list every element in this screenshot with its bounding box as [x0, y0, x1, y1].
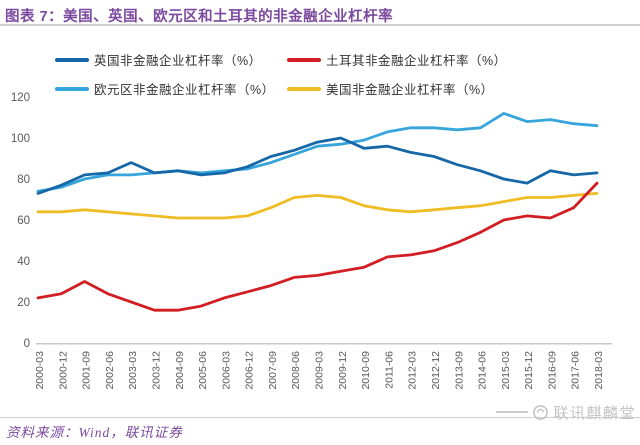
svg-text:2017-06: 2017-06: [570, 351, 582, 390]
svg-text:2013-09: 2013-09: [453, 351, 465, 390]
svg-text:2008-06: 2008-06: [290, 351, 302, 390]
figure-title: 图表 7：美国、英国、欧元区和土耳其的非金融企业杠杆率: [5, 9, 394, 25]
svg-text:2012-03: 2012-03: [407, 351, 419, 390]
legend-label-turkey: 土耳其非金融企业杠杆率（%）: [326, 54, 507, 68]
svg-text:2018-03: 2018-03: [593, 351, 605, 390]
uk-line-swatch: [55, 57, 89, 62]
svg-text:100: 100: [11, 133, 30, 145]
svg-text:2003-03: 2003-03: [127, 351, 139, 390]
svg-text:60: 60: [17, 215, 30, 227]
legend-label-us: 美国非金融企业杠杆率（%）: [326, 83, 494, 97]
svg-text:2006-03: 2006-03: [220, 351, 232, 390]
legend-item-eurozone: 欧元区非金融企业杠杆率（%）: [55, 79, 287, 98]
svg-text:0: 0: [24, 338, 30, 350]
svg-text:2009-12: 2009-12: [337, 351, 349, 390]
legend-label-uk: 英国非金融企业杠杆率（%）: [94, 54, 262, 68]
svg-text:80: 80: [17, 174, 30, 186]
svg-text:2012-12: 2012-12: [430, 351, 442, 390]
svg-text:2005-06: 2005-06: [197, 351, 209, 390]
svg-text:2001-09: 2001-09: [81, 351, 93, 390]
legend-label-eurozone: 欧元区非金融企业杠杆率（%）: [94, 83, 275, 97]
svg-text:2002-06: 2002-06: [104, 351, 116, 390]
footer-divider: [0, 417, 640, 418]
watermark-rule: [496, 411, 529, 413]
watermark-text: 联讯麒麟堂: [553, 404, 636, 422]
turkey-line-swatch: [287, 57, 321, 62]
svg-text:2000-03: 2000-03: [34, 351, 46, 390]
chart-legend: 英国非金融企业杠杆率（%） 土耳其非金融企业杠杆率（%） 欧元区非金融企业杠杆率…: [55, 50, 507, 98]
svg-text:120: 120: [11, 92, 30, 104]
svg-text:20: 20: [17, 297, 30, 309]
svg-text:2016-09: 2016-09: [546, 351, 558, 390]
svg-text:2003-12: 2003-12: [150, 351, 162, 390]
svg-text:2015-12: 2015-12: [523, 351, 535, 390]
svg-text:2015-03: 2015-03: [500, 351, 512, 390]
line-chart-canvas: 0 20 40 60 80 100 120 2000-03 2000-12 2001-09 2002…: [11, 92, 612, 390]
brand-watermark: 联讯麒麟堂: [496, 402, 636, 422]
svg-text:2010-09: 2010-09: [360, 351, 372, 390]
svg-text:2006-12: 2006-12: [244, 351, 256, 390]
line-chart: 0 20 40 60 80 100 120 2000-03 2000-12 2001-09 2002…: [0, 92, 640, 414]
legend-item-turkey: 土耳其非金融企业杠杆率（%）: [287, 50, 507, 69]
us-line-swatch: [287, 86, 321, 91]
legend-item-us: 美国非金融企业杠杆率（%）: [287, 79, 507, 98]
eurozone-line-swatch: [55, 86, 89, 91]
svg-text:2014-06: 2014-06: [477, 351, 489, 390]
legend-item-uk: 英国非金融企业杠杆率（%）: [55, 50, 287, 69]
qilin-logo-icon: [533, 404, 549, 420]
svg-text:40: 40: [17, 256, 30, 268]
svg-text:2004-09: 2004-09: [174, 351, 186, 390]
data-source-note: 资料来源：Wind，联讯证券: [6, 425, 183, 440]
title-divider: [0, 24, 640, 26]
svg-text:2009-03: 2009-03: [314, 351, 326, 390]
svg-text:2000-12: 2000-12: [57, 351, 69, 390]
svg-text:2007-09: 2007-09: [267, 351, 279, 390]
svg-text:2011-06: 2011-06: [383, 351, 395, 389]
